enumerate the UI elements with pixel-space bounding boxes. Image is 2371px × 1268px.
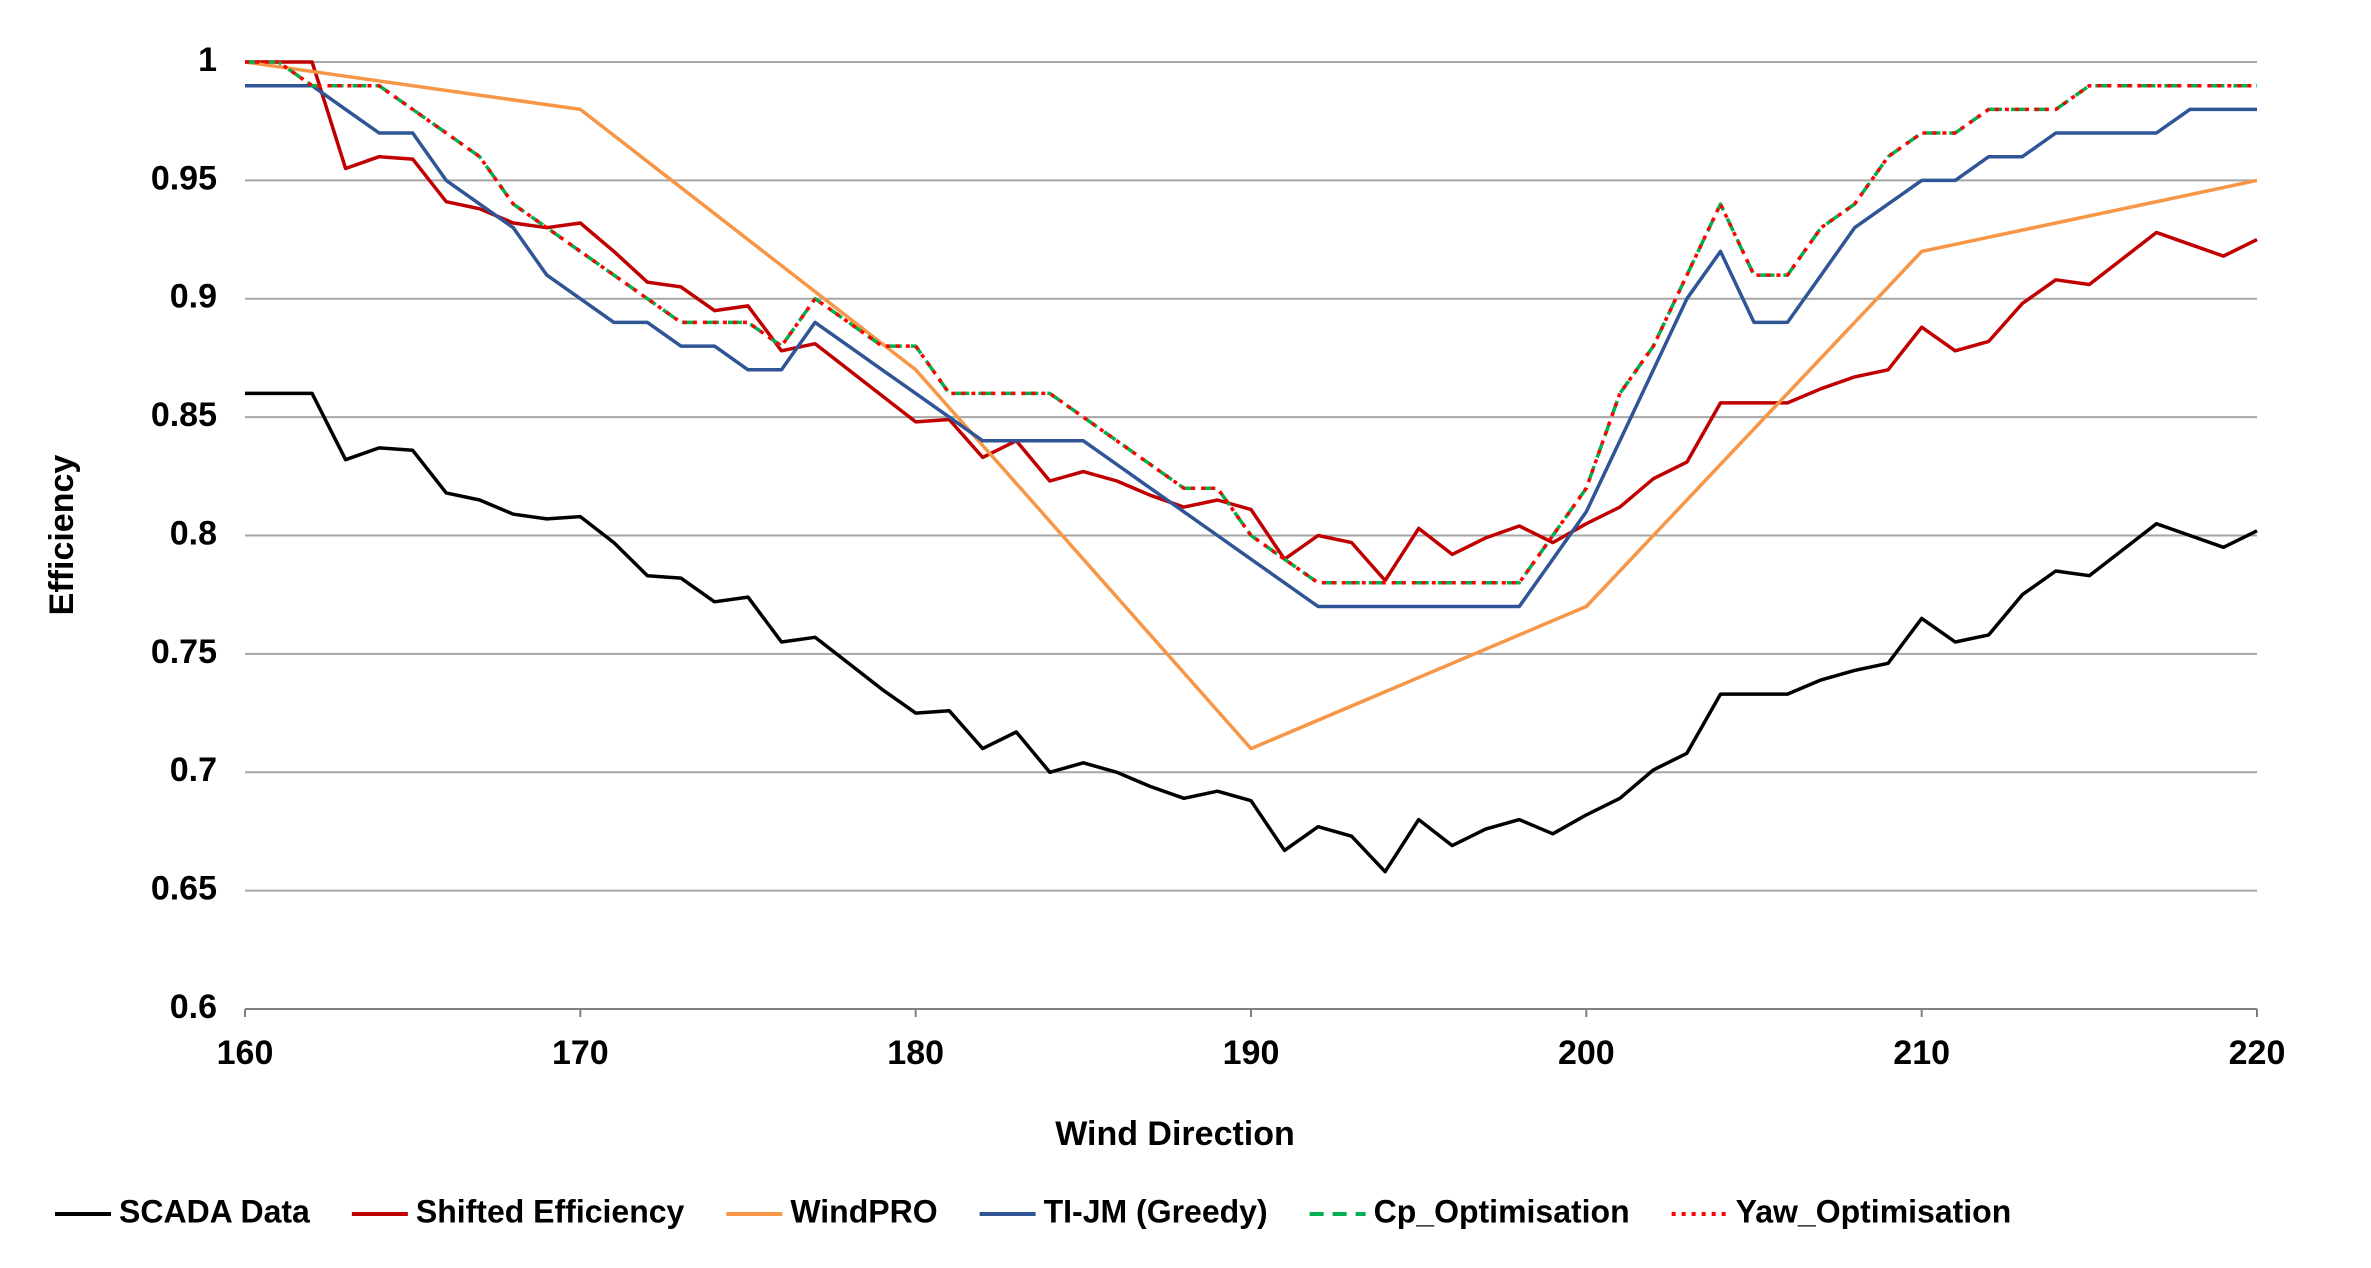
y-tick-label: 0.65 [151, 870, 217, 908]
x-tick-label: 180 [887, 1034, 944, 1072]
y-tick-label: 0.7 [170, 751, 217, 789]
series-line [245, 60, 2257, 585]
legend-label: WindPRO [790, 1193, 937, 1229]
y-tick-label: 0.75 [151, 633, 217, 671]
y-tick-label: 0.9 [170, 278, 217, 316]
legend-label: Yaw_Optimisation [1736, 1193, 2012, 1229]
legend-label: SCADA Data [119, 1193, 310, 1229]
x-tick-label: 160 [217, 1034, 274, 1072]
y-tick-label: 1 [198, 41, 217, 79]
legend-label: TI-JM (Greedy) [1044, 1193, 1268, 1229]
x-tick-label: 220 [2229, 1034, 2286, 1072]
series-line [245, 83, 2257, 609]
x-tick-label: 200 [1558, 1034, 1615, 1072]
y-axis-title: Efficiency [43, 455, 81, 616]
legend-label: Cp_Optimisation [1374, 1193, 1630, 1229]
y-tick-label: 0.85 [151, 396, 217, 434]
series-line [245, 60, 2258, 583]
series-line [244, 60, 2258, 751]
x-tick-label: 170 [552, 1034, 609, 1072]
y-tick-label: 0.95 [151, 159, 217, 197]
x-axis-title: Wind Direction [1055, 1115, 1295, 1153]
series-line [245, 391, 2258, 874]
y-tick-label: 0.8 [170, 514, 217, 552]
series-line [245, 60, 2257, 585]
x-tick-label: 210 [1893, 1034, 1950, 1072]
x-tick-label: 190 [1223, 1034, 1280, 1072]
legend-label: Shifted Efficiency [416, 1193, 685, 1229]
y-tick-label: 0.6 [170, 988, 217, 1026]
